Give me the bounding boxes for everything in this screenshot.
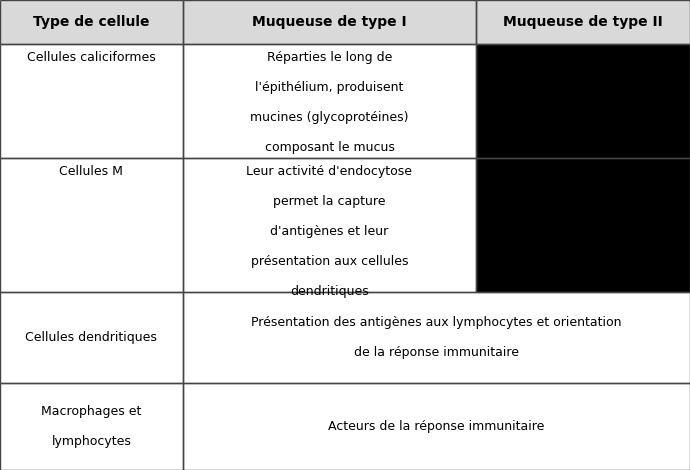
Bar [476, 44, 690, 157]
Text: Leur activité d'endocytose

permet la capture

d'antigènes et leur

présentation: Leur activité d'endocytose permet la cap… [246, 164, 413, 298]
Bar [0, 291, 183, 383]
Text: Cellules M: Cellules M [59, 164, 124, 178]
Bar [0, 157, 183, 291]
Text: Type de cellule: Type de cellule [33, 15, 150, 29]
Bar [0, 0, 183, 44]
Bar [476, 157, 690, 291]
Text: Présentation des antigènes aux lymphocytes et orientation

de la réponse immunit: Présentation des antigènes aux lymphocyt… [251, 316, 622, 359]
Bar [476, 0, 690, 44]
Bar [183, 44, 476, 157]
Text: Muqueuse de type I: Muqueuse de type I [252, 15, 407, 29]
Bar [183, 383, 690, 470]
Bar [183, 157, 476, 291]
Bar [0, 44, 183, 157]
Text: Acteurs de la réponse immunitaire: Acteurs de la réponse immunitaire [328, 420, 544, 433]
Text: Réparties le long de

l'épithélium, produisent

mucines (glycoprotéines)

compos: Réparties le long de l'épithélium, produ… [250, 51, 408, 154]
Bar [0, 383, 183, 470]
Bar [183, 291, 690, 383]
Text: Cellules dendritiques: Cellules dendritiques [26, 331, 157, 344]
Text: Cellules caliciformes: Cellules caliciformes [27, 51, 156, 63]
Text: Macrophages et

lymphocytes: Macrophages et lymphocytes [41, 405, 141, 448]
Text: Muqueuse de type II: Muqueuse de type II [503, 15, 663, 29]
Bar [183, 0, 476, 44]
